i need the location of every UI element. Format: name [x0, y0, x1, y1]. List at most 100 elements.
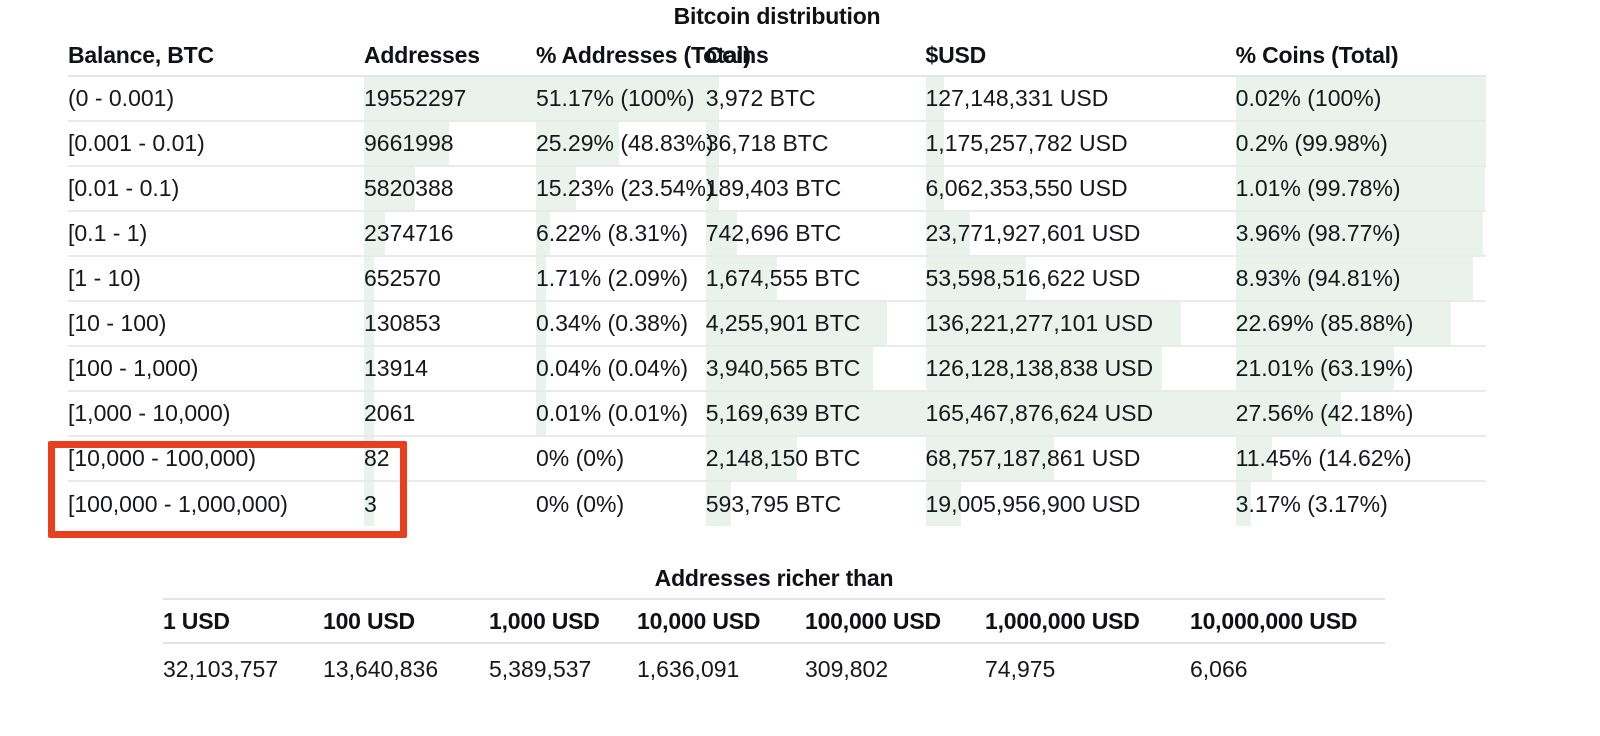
cell-pct-addresses: 15.23% (23.54%): [535, 166, 714, 211]
table-row: (0 - 0.001) 19552297 51.17% (100%) 3,972 BT…: [68, 76, 1486, 121]
cell-addresses-text: 3: [364, 490, 377, 517]
cell-pct-coins: 21.01% (63.19%): [1235, 346, 1486, 391]
richer-column-header-5[interactable]: 1,000,000 USD: [985, 607, 1140, 634]
cell-balance: (0 - 0.001): [68, 76, 364, 121]
cell-coins: 36,718 BTC: [705, 121, 926, 166]
cell-usd: 136,221,277,101 USD: [925, 301, 1236, 346]
table-row: [1 - 10) 652570 1.71% (2.09%) 1,674,555 BTC…: [68, 256, 1486, 301]
cell-pct-coins-text: 3.17% (3.17%): [1235, 490, 1388, 517]
cell-balance: [0.01 - 0.1): [68, 166, 364, 211]
column-header-pct-addresses[interactable]: % Addresses (Total): [535, 42, 751, 68]
cell-usd-text: 165,467,876,624 USD: [925, 400, 1154, 426]
cell-pct-addresses: 0% (0%): [536, 436, 706, 481]
cell-balance: [0.001 - 0.01): [68, 121, 364, 166]
cell-addresses-text: 13914: [364, 355, 428, 381]
cell-pct-addresses: 51.17% (100%): [535, 76, 706, 121]
value-bar: [925, 212, 971, 255]
cell-balance: [100,000 - 1,000,000): [68, 481, 364, 526]
cell-usd: 6,062,353,550 USD: [925, 166, 1236, 211]
value-bar: [535, 257, 547, 300]
value-bar: [1235, 482, 1251, 526]
cell-balance: [0.1 - 1): [68, 211, 364, 256]
value-bar: [925, 482, 962, 526]
cell-addresses: 652570: [364, 256, 536, 301]
cell-pct-addresses: 25.29% (48.83%): [535, 121, 714, 166]
richer-column-header-6[interactable]: 10,000,000 USD: [1190, 607, 1358, 634]
cell-addresses-text: 652570: [364, 265, 441, 291]
cell-balance: [100 - 1,000): [68, 346, 364, 391]
cell-pct-coins-text: 3.96% (98.77%): [1235, 220, 1401, 246]
cell-usd: 127,148,331 USD: [925, 76, 1236, 121]
cell-pct-addresses-text: 51.17% (100%): [535, 85, 695, 111]
cell-balance: [1 - 10): [68, 256, 364, 301]
richer-column-header-0[interactable]: 1 USD: [163, 607, 230, 634]
cell-coins: 5,169,639 BTC: [705, 391, 926, 436]
richer-value-0: 32,103,757: [163, 656, 279, 682]
value-bar: [364, 212, 385, 255]
value-bar: [925, 77, 945, 120]
column-header-addresses[interactable]: Addresses: [364, 42, 480, 68]
richer-value-6: 6,066: [1190, 656, 1248, 682]
cell-balance-text: [0.001 - 0.01): [68, 130, 205, 156]
value-bar: [705, 347, 874, 390]
cell-pct-addresses: 0.04% (0.04%): [535, 346, 706, 391]
cell-balance: [1,000 - 10,000): [68, 391, 364, 436]
value-bar: [705, 257, 777, 300]
cell-pct-addresses-text: 6.22% (8.31%): [535, 220, 689, 246]
cell-coins: 593,795 BTC: [705, 481, 926, 526]
cell-pct-addresses-text: 0.01% (0.01%): [535, 400, 689, 426]
cell-pct-addresses: 0.34% (0.38%): [535, 301, 706, 346]
cell-usd-text: 126,128,138,838 USD: [925, 355, 1154, 381]
cell-pct-coins: 0.2% (99.98%): [1235, 121, 1486, 166]
cell-pct-coins: 11.45% (14.62%): [1235, 436, 1486, 481]
cell-usd: 165,467,876,624 USD: [925, 391, 1236, 436]
value-bar: [705, 122, 719, 165]
cell-coins-text: 3,972 BTC: [705, 85, 816, 111]
cell-addresses-text: 19552297: [364, 85, 467, 111]
richer-value-1: 13,640,836: [323, 656, 439, 682]
cell-usd: 68,757,187,861 USD: [925, 436, 1236, 481]
cell-usd: 19,005,956,900 USD: [925, 481, 1236, 526]
cell-usd-text: 53,598,516,622 USD: [925, 265, 1141, 291]
cell-coins: 742,696 BTC: [705, 211, 926, 256]
table-row: [10 - 100) 130853 0.34% (0.38%) 4,255,901 B…: [68, 301, 1486, 346]
value-bar: [535, 347, 547, 390]
cell-pct-coins: 3.96% (98.77%): [1235, 211, 1486, 256]
value-bar: [535, 392, 547, 435]
value-bar: [705, 392, 926, 435]
cell-pct-addresses-text: 0% (0%): [535, 445, 625, 471]
cell-coins-text: 4,255,901 BTC: [705, 310, 861, 336]
richer-column-header-4[interactable]: 100,000 USD: [805, 607, 941, 634]
cell-pct-coins: 8.93% (94.81%): [1235, 256, 1486, 301]
richer-value-3: 1,636,091: [637, 656, 740, 682]
cell-pct-addresses-text: 0.34% (0.38%): [535, 310, 689, 336]
column-header-coins[interactable]: Coins: [705, 42, 769, 68]
value-bar: [535, 212, 551, 255]
cell-pct-addresses: 6.22% (8.31%): [535, 211, 706, 256]
value-bar: [364, 347, 375, 390]
cell-pct-coins-text: 0.02% (100%): [1235, 85, 1382, 111]
cell-balance: [10,000 - 100,000): [68, 436, 364, 481]
table-header-row: Balance, BTC Addresses % Addresses (Tota…: [68, 38, 1486, 76]
table-row: [1,000 - 10,000) 2061 0.01% (0.01%) 5,169,6…: [68, 391, 1486, 436]
cell-pct-addresses: 0.01% (0.01%): [535, 391, 706, 436]
cell-pct-coins-text: 1.01% (99.78%): [1235, 175, 1401, 201]
cell-addresses: 2374716: [364, 211, 536, 256]
richer-column-header-3[interactable]: 10,000 USD: [637, 607, 761, 634]
column-header-pct-coins[interactable]: % Coins (Total): [1235, 42, 1399, 68]
cell-usd-text: 68,757,187,861 USD: [925, 445, 1141, 471]
cell-pct-coins-text: 11.45% (14.62%): [1235, 445, 1412, 471]
table-row: [100,000 - 1,000,000) 3 0% (0%) 593,795 BTC…: [68, 481, 1486, 526]
cell-balance-text: [100 - 1,000): [68, 355, 199, 381]
addresses-richer-than-table: 1 USD 100 USD 1,000 USD 10,000 USD 100,000 U…: [163, 598, 1385, 691]
cell-pct-addresses-text: 0.04% (0.04%): [535, 355, 689, 381]
cell-addresses-text: 2374716: [364, 220, 454, 246]
value-bar: [1235, 392, 1342, 435]
column-header-usd[interactable]: $USD: [925, 42, 987, 68]
cell-pct-coins-text: 0.2% (99.98%): [1235, 130, 1388, 156]
richer-column-header-1[interactable]: 100 USD: [323, 607, 415, 634]
table-row: [0.1 - 1) 2374716 6.22% (8.31%) 742,696 BTC…: [68, 211, 1486, 256]
column-header-balance[interactable]: Balance, BTC: [68, 42, 214, 68]
cell-usd: 23,771,927,601 USD: [925, 211, 1236, 256]
richer-column-header-2[interactable]: 1,000 USD: [489, 607, 600, 634]
